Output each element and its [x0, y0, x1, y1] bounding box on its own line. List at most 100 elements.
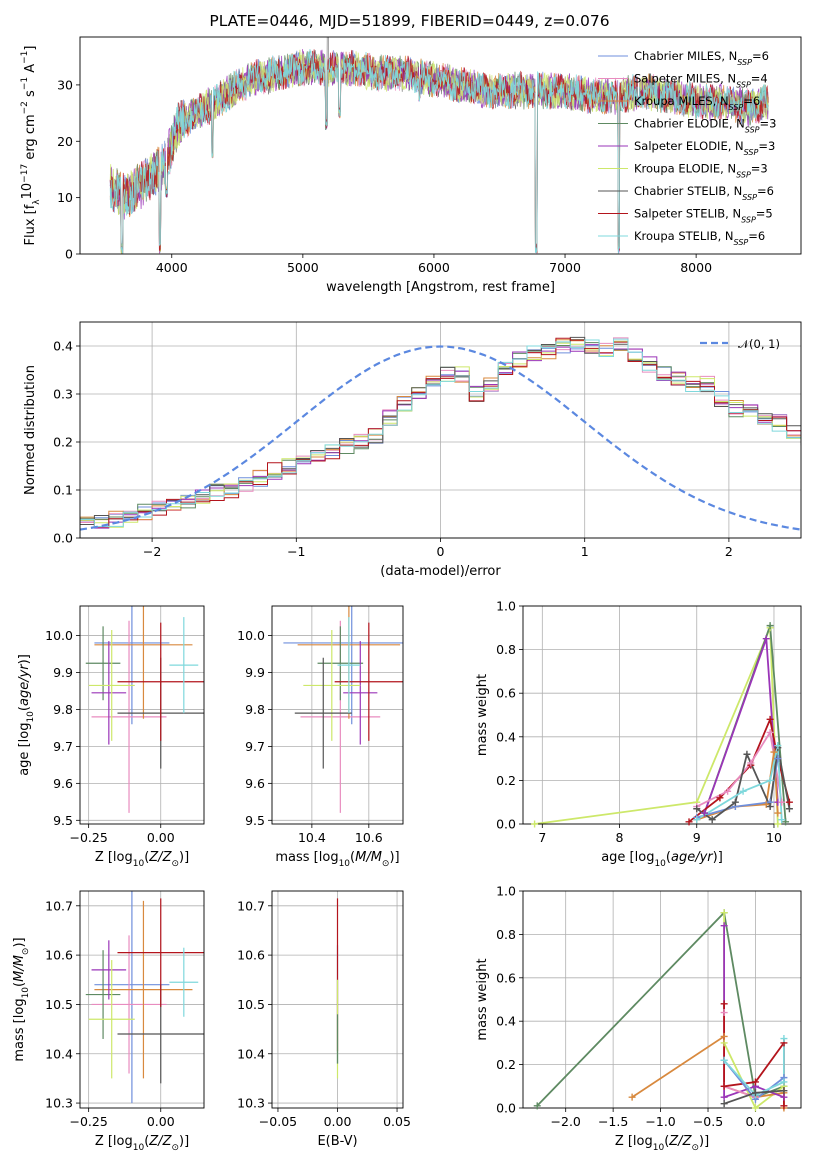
x-axis-label: wavelength [Angstrom, rest frame]	[326, 280, 555, 295]
axes-frame	[79, 890, 205, 1109]
panel-mass-vs-EBV: −0.05 0.00 0.05 10.3 10.4 10.5 10.6 10.7 E(B-V)	[237, 890, 411, 1149]
legend-entry: Chabrier ELODIE, NSSP=3	[634, 117, 776, 135]
weight-marker	[531, 820, 539, 828]
weight-marker	[770, 748, 778, 756]
weight-marker	[780, 1087, 788, 1095]
y-tick-label: 10.7	[45, 898, 73, 913]
y-tick-label: 10	[57, 190, 73, 205]
panel-age-vs-mass: 10.4 10.6 9.5 9.6 9.7 9.8 9.9 10.0 mass [log10(M…	[237, 605, 404, 869]
panel-age-vs-Z: −0.25 0.00 9.5 9.6 9.7 9.8 9.9 10.0 Z [log10(Z/Z…	[17, 605, 205, 869]
weight-marker	[720, 1100, 728, 1108]
x-tick-label: −0.5	[693, 1114, 723, 1129]
weight-marker	[766, 715, 774, 723]
y-tick-label: 10.0	[237, 628, 265, 643]
y-tick-label: 0.2	[496, 1057, 516, 1072]
y-tick-label: 10.7	[237, 898, 265, 913]
x-tick-label: −2	[143, 544, 161, 559]
weight-marker	[693, 805, 701, 813]
y-tick-label: 0	[65, 247, 73, 262]
weight-marker	[785, 798, 793, 806]
legend-entry: Chabrier STELIB, NSSP=6	[634, 184, 774, 202]
y-axis-label: age [log10(age/yr)]	[17, 654, 36, 776]
y-tick-label: 0.8	[496, 642, 516, 657]
plot-area	[80, 336, 801, 538]
y-tick-label: 9.5	[53, 813, 73, 828]
weight-marker	[780, 1035, 788, 1043]
spectrum-line	[109, 49, 769, 254]
y-tick-label: 20	[57, 134, 73, 149]
axes-frame	[271, 605, 404, 825]
x-axis-label: Z [log10(Z/Z⊙)]	[615, 1134, 709, 1153]
y-axis-label: mass [log10(M/M⊙)]	[12, 937, 31, 1061]
weight-series	[723, 912, 785, 1108]
x-tick-label: 7000	[549, 260, 581, 275]
weight-marker	[782, 818, 790, 826]
y-tick-label: 10.5	[45, 997, 73, 1012]
weight-marker	[628, 1093, 636, 1101]
weight-marker	[720, 1056, 728, 1064]
x-tick-label: 0.00	[324, 1114, 352, 1129]
y-tick-label: 1.0	[496, 599, 516, 614]
x-tick-label: 10	[766, 830, 782, 845]
plot-area	[109, 37, 769, 254]
y-tick-label: 10.4	[237, 1046, 265, 1061]
panel-residuals: −2 −1 0 1 2 0.0 0.1 0.2 0.3 0.4 𝒩(0, 1) (data-model…	[23, 321, 802, 579]
weight-marker	[720, 1039, 728, 1047]
y-axis-label: Flux [fλ10−17 erg cm−2 s−1 A−1]	[20, 46, 42, 246]
y-tick-label: 0.2	[53, 435, 73, 450]
weight-marker	[720, 1000, 728, 1008]
weight-marker	[766, 803, 774, 811]
axes-frame	[522, 605, 802, 825]
weight-marker	[778, 798, 786, 806]
weight-marker	[685, 818, 693, 826]
weight-marker	[708, 816, 716, 824]
x-tick-label: 2	[725, 544, 733, 559]
legend-entry: Kroupa ELODIE, NSSP=3	[634, 162, 768, 180]
y-tick-label: 9.8	[245, 702, 265, 717]
axes-frame	[79, 321, 802, 539]
panel-weight-vs-age: 7 8 9 10 0.0 0.2 0.4 0.6 0.8 1.0 age [log10(age/yr…	[475, 599, 802, 869]
legend-entry: Salpeter MILES, NSSP=4	[634, 72, 768, 90]
panel-weight-vs-Z: −2.0 −1.5 −1.0 −0.5 0.0 0.0 0.2 0.4 0.6 0.8 1.0 Z […	[475, 884, 802, 1153]
y-tick-label: 10.6	[237, 948, 265, 963]
weight-marker	[774, 742, 782, 750]
axes-frame	[522, 890, 802, 1109]
y-tick-label: 0.4	[53, 339, 73, 354]
x-tick-label: 10.4	[298, 830, 326, 845]
plot-area	[85, 606, 204, 813]
legend-entry: Kroupa STELIB, NSSP=6	[634, 229, 765, 247]
axes-frame	[271, 890, 404, 1109]
x-tick-label: 9	[693, 830, 701, 845]
y-axis-label: mass weight	[475, 958, 490, 1040]
x-tick-label: 10.6	[355, 830, 383, 845]
weight-series	[696, 729, 783, 808]
histogram-series	[80, 344, 801, 538]
x-axis-label: Z [log10(Z/Z⊙)]	[95, 850, 189, 869]
y-tick-label: 10.3	[45, 1096, 73, 1111]
y-tick-label: 0.4	[496, 1014, 516, 1029]
weight-marker	[762, 635, 770, 643]
weight-marker	[720, 922, 728, 930]
weight-marker	[693, 816, 701, 824]
weight-marker	[720, 1009, 728, 1017]
x-axis-label: mass [log10(M/M⊙)]	[275, 850, 399, 869]
legend-entry: Salpeter STELIB, NSSP=5	[634, 207, 773, 225]
x-tick-label: 0	[437, 544, 445, 559]
weight-marker	[720, 1082, 728, 1090]
y-tick-label: 30	[57, 77, 73, 92]
y-tick-label: 0.4	[496, 729, 516, 744]
weight-marker	[720, 1093, 728, 1101]
weight-marker	[720, 909, 728, 917]
legend-entry: Kroupa MILES, NSSP=6	[634, 94, 760, 112]
y-tick-label: 0.0	[53, 531, 73, 546]
axes-frame	[79, 605, 205, 825]
y-tick-label: 10.6	[45, 948, 73, 963]
x-tick-label: 0.00	[147, 1114, 175, 1129]
x-tick-label: 0.05	[383, 1114, 411, 1129]
weight-marker	[774, 755, 782, 763]
weight-marker	[774, 820, 782, 828]
plot-area	[283, 606, 403, 813]
weight-marker	[762, 800, 770, 808]
plot-area	[85, 891, 204, 1104]
